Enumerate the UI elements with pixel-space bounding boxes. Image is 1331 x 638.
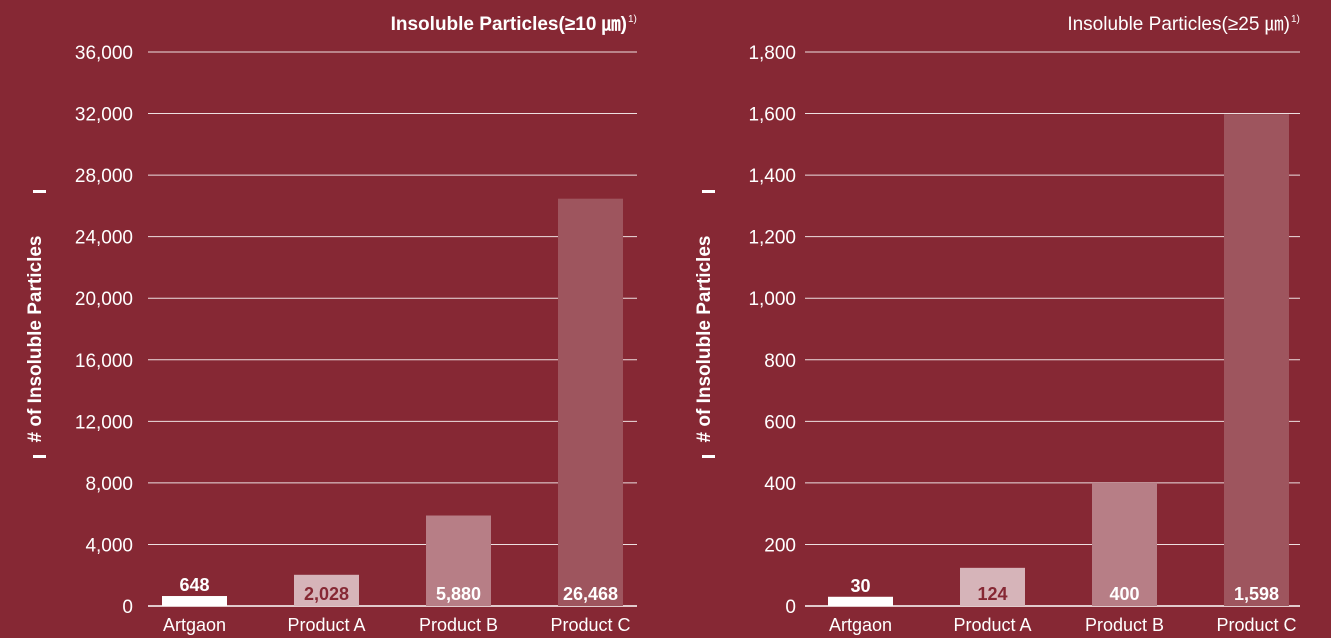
data-label: 400	[1109, 584, 1139, 604]
y-tick-label: 8,000	[85, 474, 133, 495]
category-label: Artgaon	[829, 615, 892, 635]
data-label: 124	[977, 584, 1007, 604]
chart-title-superscript: 1)	[628, 14, 637, 25]
y-tick-label: 4,000	[85, 535, 133, 556]
bar	[558, 198, 623, 606]
y-tick-label: 24,000	[75, 228, 133, 249]
y-tick-label: 800	[764, 351, 796, 372]
y-axis-label-rule-bottom	[33, 455, 46, 458]
y-tick-label: 20,000	[75, 289, 133, 310]
bar	[162, 596, 227, 606]
category-label: Product B	[1085, 615, 1164, 635]
y-tick-label: 200	[764, 535, 796, 556]
data-label: 26,468	[563, 584, 618, 604]
data-label: 2,028	[304, 584, 349, 604]
y-tick-label: 36,000	[75, 43, 133, 64]
category-label: Product A	[287, 615, 365, 635]
y-tick-label: 1,600	[748, 105, 796, 126]
y-axis-label-rule-bottom	[702, 455, 715, 458]
y-tick-label: 1,400	[748, 166, 796, 187]
y-tick-label: 16,000	[75, 351, 133, 372]
bar	[1092, 482, 1157, 606]
y-tick-label: 1,800	[748, 43, 796, 64]
chart-title: Insoluble Particles(≥25 ㎛)	[1067, 14, 1290, 35]
bar	[960, 567, 1025, 606]
category-label: Product C	[550, 615, 630, 635]
y-tick-label: 0	[785, 597, 796, 618]
y-tick-label: 32,000	[75, 105, 133, 126]
chart-title-superscript: 1)	[1291, 14, 1300, 25]
data-label: 1,598	[1234, 584, 1279, 604]
bar	[294, 574, 359, 606]
y-tick-label: 600	[764, 412, 796, 433]
y-axis-label: # of Insoluble Particles	[25, 236, 46, 443]
data-label: 30	[850, 576, 870, 596]
category-label: Product C	[1216, 615, 1296, 635]
y-tick-label: 0	[122, 597, 133, 618]
data-label: 5,880	[436, 584, 481, 604]
data-label: 648	[179, 575, 209, 595]
y-axis-label: # of Insoluble Particles	[694, 236, 715, 443]
category-label: Artgaon	[163, 615, 226, 635]
y-tick-label: 12,000	[75, 412, 133, 433]
y-tick-label: 1,000	[748, 289, 796, 310]
category-label: Product A	[953, 615, 1031, 635]
chart-title: Insoluble Particles(≥10 ㎛)	[391, 14, 627, 35]
y-axis-label-rule-top	[33, 190, 46, 193]
bar	[828, 596, 893, 606]
y-tick-label: 400	[764, 474, 796, 495]
y-tick-label: 1,200	[748, 228, 796, 249]
y-tick-label: 28,000	[75, 166, 133, 187]
bar	[426, 515, 491, 606]
y-axis-label-rule-top	[702, 190, 715, 193]
bar	[1224, 114, 1289, 606]
category-label: Product B	[419, 615, 498, 635]
